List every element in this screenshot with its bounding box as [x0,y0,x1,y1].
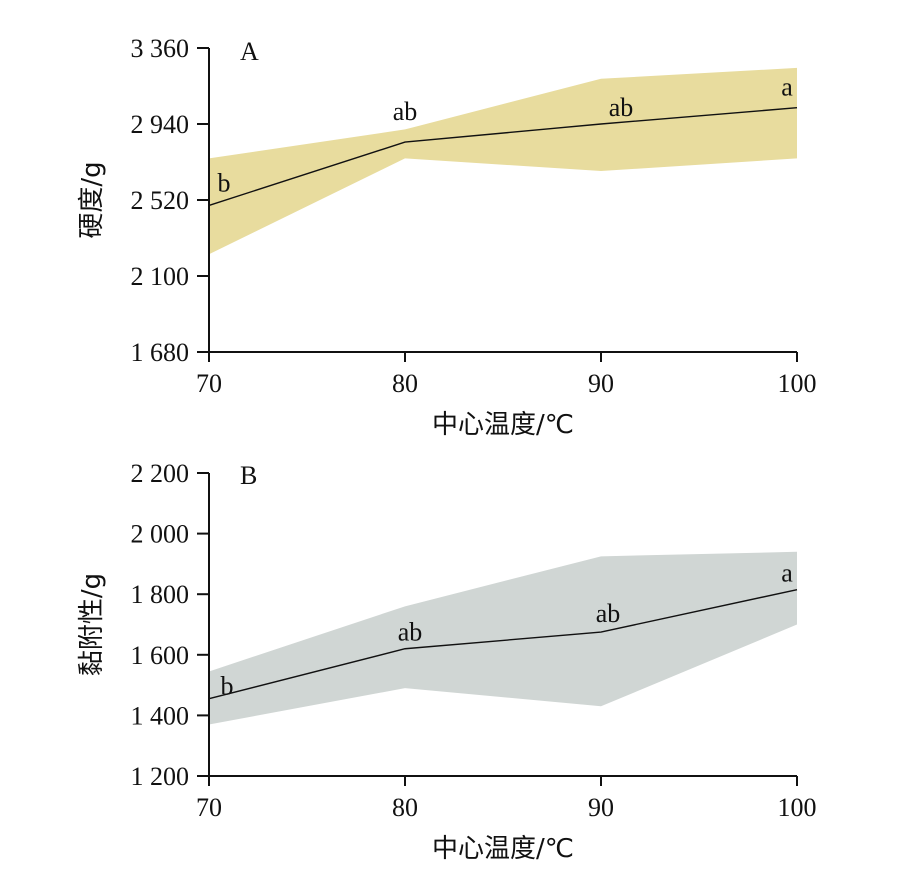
error-band [209,67,797,255]
y-tick-label: 1 680 [131,338,190,367]
x-tick-label: 100 [778,793,817,822]
x-tick-label: 70 [196,369,222,398]
x-tick-label: 70 [196,793,222,822]
significance-label: ab [609,93,634,122]
significance-label: ab [393,97,418,126]
panel-label: B [240,461,257,490]
x-tick-label: 80 [392,369,418,398]
y-tick-label: 2 520 [131,186,190,215]
series-line [208,588,798,700]
y-axis-title: 黏附性/g [77,573,107,676]
series-line [208,107,798,207]
significance-label: ab [398,618,423,647]
significance-label: ab [596,599,621,628]
panel-label: A [240,37,259,66]
x-axis-title: 中心温度/℃ [432,834,574,864]
panel-b: 1 200 1 400 1 600 1 800 2 000 2 200 70 80 90 100 b… [77,459,817,864]
y-tick-label: 2 940 [131,110,190,139]
error-band [209,551,797,725]
significance-label: a [781,73,793,102]
significance-label: b [218,168,231,197]
y-tick-label: 2 000 [131,520,190,549]
y-axis-title: 硬度/g [77,161,107,238]
x-tick-label: 80 [392,793,418,822]
y-tick-label: 1 400 [131,701,190,730]
significance-label: b [221,672,234,701]
x-tick-label: 90 [588,369,614,398]
panel-a: 1 680 2 100 2 520 2 940 3 360 70 80 90 100 b ab ab a… [77,34,817,440]
y-tick-label: 3 360 [131,34,190,63]
y-tick-label: 1 200 [131,762,190,791]
x-tick-label: 90 [588,793,614,822]
x-tick-label: 100 [778,369,817,398]
y-tick-label: 2 200 [131,459,190,488]
y-tick-label: 1 800 [131,580,190,609]
y-tick-label: 1 600 [131,641,190,670]
y-tick-label: 2 100 [131,262,190,291]
x-axis-title: 中心温度/℃ [432,410,574,440]
significance-label: a [781,559,793,588]
